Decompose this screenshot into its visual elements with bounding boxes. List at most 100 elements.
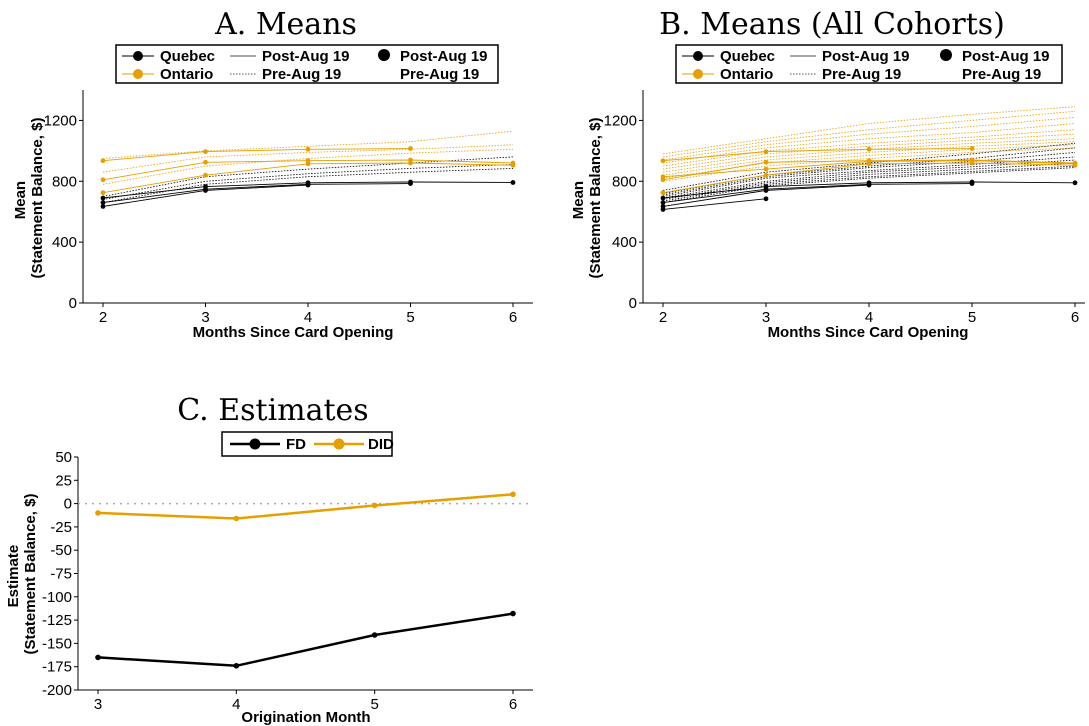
panel-c-ytick-label: -200 [42, 682, 72, 699]
panel-c-point-ontario [371, 502, 378, 509]
panel-a-series-ontario-pre-line [102, 130, 514, 159]
panel-b-point-ontario [969, 146, 975, 151]
panel-b-xtick-label: 5 [968, 309, 976, 326]
panel-a-series-ontario-pre-line [102, 148, 514, 185]
panel-a-series-ontario-post-line [102, 162, 514, 194]
panel-c-ylabel-line1: Estimate [5, 545, 22, 608]
panel-c: C. Estimates FD DID -200 -175 -150 -125 -100… [5, 393, 533, 726]
legend-did-dot [333, 438, 345, 450]
panel-b-plot: 0 400 800 1200 2 3 4 5 6 [604, 90, 1085, 326]
panel-a-ytick-label: 800 [52, 173, 77, 190]
panel-a-point-ontario [100, 158, 106, 164]
panel-c-ytick-label: -25 [50, 519, 72, 536]
panel-b-series-ontario-pre-line [662, 133, 1076, 170]
panel-a-title: A. Means [214, 7, 357, 42]
panel-b-series-ontario-pre-line [662, 144, 1076, 179]
panel-c-ylabel: Estimate (Statement Balance, $) [5, 494, 39, 655]
panel-a-ylabel: Mean (Statement Balance, $) [12, 118, 46, 279]
panel-a-xtick-label: 2 [99, 309, 107, 326]
panel-b-point-ontario [763, 166, 769, 172]
panel-b: B. Means (All Cohorts) Quebec Ontario Po… [570, 7, 1085, 341]
panel-c-ytick-label: -175 [42, 659, 72, 676]
panel-b-series-quebec-pre-line [662, 159, 1076, 199]
panel-c-xtick-label: 5 [370, 696, 378, 713]
panel-c-ylabel-line2: (Statement Balance, $) [22, 494, 39, 655]
panel-a-point-ontario [408, 160, 413, 166]
panel-b-point-ontario [763, 159, 769, 165]
panel-b-series-ontario-pre-line [662, 110, 1076, 158]
panel-b-series-quebec-pre-line [662, 152, 1076, 196]
panel-b-ylabel: Mean (Statement Balance, $) [570, 118, 604, 279]
panel-c-series-quebec-fd-line [97, 612, 514, 668]
legend-ontario-dot [133, 69, 143, 79]
legend-pre-line-label: Pre-Aug 19 [262, 66, 341, 83]
legend-post-dot [378, 49, 390, 61]
panel-b-point-ontario [969, 158, 975, 164]
panel-b-point-quebec [660, 207, 666, 212]
panel-b-xtick-label: 6 [1071, 309, 1079, 326]
panel-a-ylabel-line2: (Statement Balance, $) [29, 118, 46, 279]
panel-b-xtick-label: 2 [659, 309, 667, 326]
panel-c-title: C. Estimates [177, 393, 368, 428]
panel-a-point-ontario [203, 159, 208, 165]
panel-a-series-ontario-post-line [102, 148, 411, 162]
panel-a-point-ontario [203, 149, 208, 155]
panel-b-point-quebec [660, 200, 666, 205]
panel-a-xtick-label: 5 [406, 309, 414, 326]
panel-c-ytick-label: -125 [42, 612, 72, 629]
panel-c-ytick-label: -100 [42, 589, 72, 606]
panel-b-series-ontario-pre-line [662, 117, 1076, 161]
panel-a-point-ontario [510, 162, 516, 168]
panel-c-xlabel: Origination Month [241, 709, 370, 726]
legend-ontario-label: Ontario [160, 66, 213, 83]
panel-b-series-quebec-post-line [662, 183, 973, 204]
panel-a-plot: 0 400 800 1200 2 3 4 5 6 [44, 90, 533, 326]
panel-a-point-quebec [408, 181, 413, 186]
panel-c-ytick-label: -150 [42, 635, 72, 652]
panel-a-point-quebec [100, 200, 106, 205]
panel-c-ytick-label: 50 [55, 449, 72, 466]
legend-fd-dot [249, 438, 261, 450]
panel-b-point-quebec [969, 181, 975, 186]
panel-b-point-ontario [866, 159, 872, 164]
panel-c-plot: -200 -175 -150 -125 -100 -75 -50 -25 0 25 50 3 4 5 6 [42, 449, 533, 713]
panel-c-point-ontario [510, 491, 516, 498]
panel-c-ytick-label: -75 [50, 566, 72, 583]
legend-box [115, 44, 499, 84]
legend-post-dot [940, 49, 952, 61]
panel-b-series-ontario-pre-line [662, 129, 1076, 167]
panel-b-xtick-label: 3 [762, 309, 770, 326]
legend-post-line-label: Post-Aug 19 [822, 48, 910, 65]
panel-a-ytick-label: 400 [52, 234, 77, 251]
panel-a-series-quebec-post-line [102, 183, 411, 204]
panel-a-point-quebec [100, 203, 106, 209]
panel-c-point-ontario [233, 515, 240, 522]
panel-a-point-quebec [100, 195, 106, 201]
panel-c-xtick-label: 6 [509, 696, 517, 713]
panel-b-point-quebec [866, 182, 872, 188]
panel-b-series-quebec-pre-line [662, 167, 1076, 203]
panel-b-series-ontario-post-line [662, 148, 973, 162]
panel-a-xtick-label: 3 [201, 309, 209, 326]
panel-b-ytick-label: 0 [629, 295, 637, 312]
panel-a-ytick-label: 0 [69, 295, 77, 312]
panel-a-point-ontario [305, 161, 311, 167]
panel-b-ytick-label: 1200 [604, 112, 637, 129]
panel-c-series-ontario-did-line [97, 493, 514, 520]
panel-c-point-quebec [95, 654, 101, 661]
panel-b-ylabel-line2: (Statement Balance, $) [587, 118, 604, 279]
panel-a-xtick-label: 6 [509, 309, 517, 326]
panel-c-point-quebec [371, 632, 378, 638]
panel-b-series-quebec-pre-line [662, 162, 1076, 200]
panel-a: A. Means Quebec Ontario Post-Aug 19 Pre-… [12, 7, 533, 341]
panel-b-point-ontario [763, 149, 769, 155]
panel-b-point-ontario [660, 158, 666, 164]
panel-a-series-quebec-pre-line [102, 156, 514, 197]
panel-a-point-ontario [100, 177, 106, 183]
panel-b-point-quebec [763, 196, 769, 202]
panel-b-point-ontario [660, 174, 666, 180]
panel-b-ytick-label: 800 [612, 173, 637, 190]
panel-c-ytick-label: 0 [64, 496, 72, 513]
panel-b-ylabel-line1: Mean [570, 181, 587, 219]
panel-a-ytick-label: 1200 [44, 112, 77, 129]
